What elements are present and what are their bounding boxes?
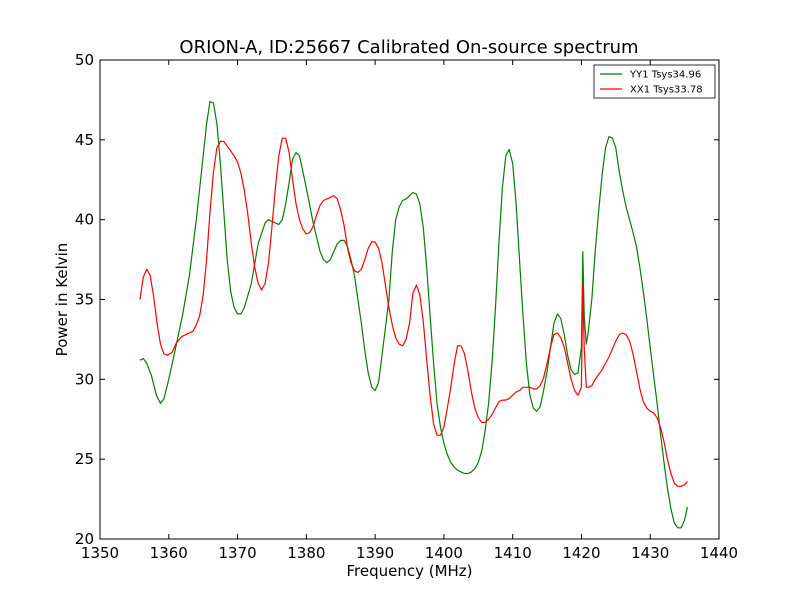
y-tick-label: 40 xyxy=(75,211,94,229)
chart-title: ORION-A, ID:25667 Calibrated On-source s… xyxy=(179,37,638,58)
y-tick-label: 50 xyxy=(75,51,94,69)
x-tick-label: 1370 xyxy=(218,544,256,562)
x-tick-label: 1420 xyxy=(562,544,600,562)
series-line-yy1 xyxy=(139,100,688,529)
y-tick-label: 20 xyxy=(75,530,94,548)
x-tick-label: 1390 xyxy=(356,544,394,562)
y-axis-label: Power in Kelvin xyxy=(53,243,71,357)
x-tick-label: 1350 xyxy=(81,544,119,562)
y-tick-label: 45 xyxy=(75,131,94,149)
y-tick-label: 25 xyxy=(75,450,94,468)
x-tick-label: 1400 xyxy=(425,544,463,562)
axis-ticks: 1350 1360 1370 1380 1390 1400 1410 1420 1430 1440… xyxy=(75,51,738,562)
x-tick-label: 1430 xyxy=(631,544,669,562)
series-line-xx1 xyxy=(139,137,688,487)
y-tick-label: 30 xyxy=(75,370,94,388)
legend: YY1 Tsys34.96 XX1 Tsys33.78 xyxy=(593,64,716,99)
legend-label: YY1 Tsys34.96 xyxy=(629,70,701,81)
plot-area xyxy=(139,100,688,529)
x-tick-label: 1360 xyxy=(150,544,188,562)
plot-frame xyxy=(99,59,720,540)
legend-box xyxy=(593,64,716,99)
y-tick-label: 35 xyxy=(75,291,94,309)
x-tick-label: 1380 xyxy=(287,544,325,562)
x-tick-label: 1410 xyxy=(494,544,532,562)
x-tick-label: 1440 xyxy=(700,544,738,562)
x-axis-label: Frequency (MHz) xyxy=(346,562,472,580)
legend-label: XX1 Tsys33.78 xyxy=(630,85,703,96)
